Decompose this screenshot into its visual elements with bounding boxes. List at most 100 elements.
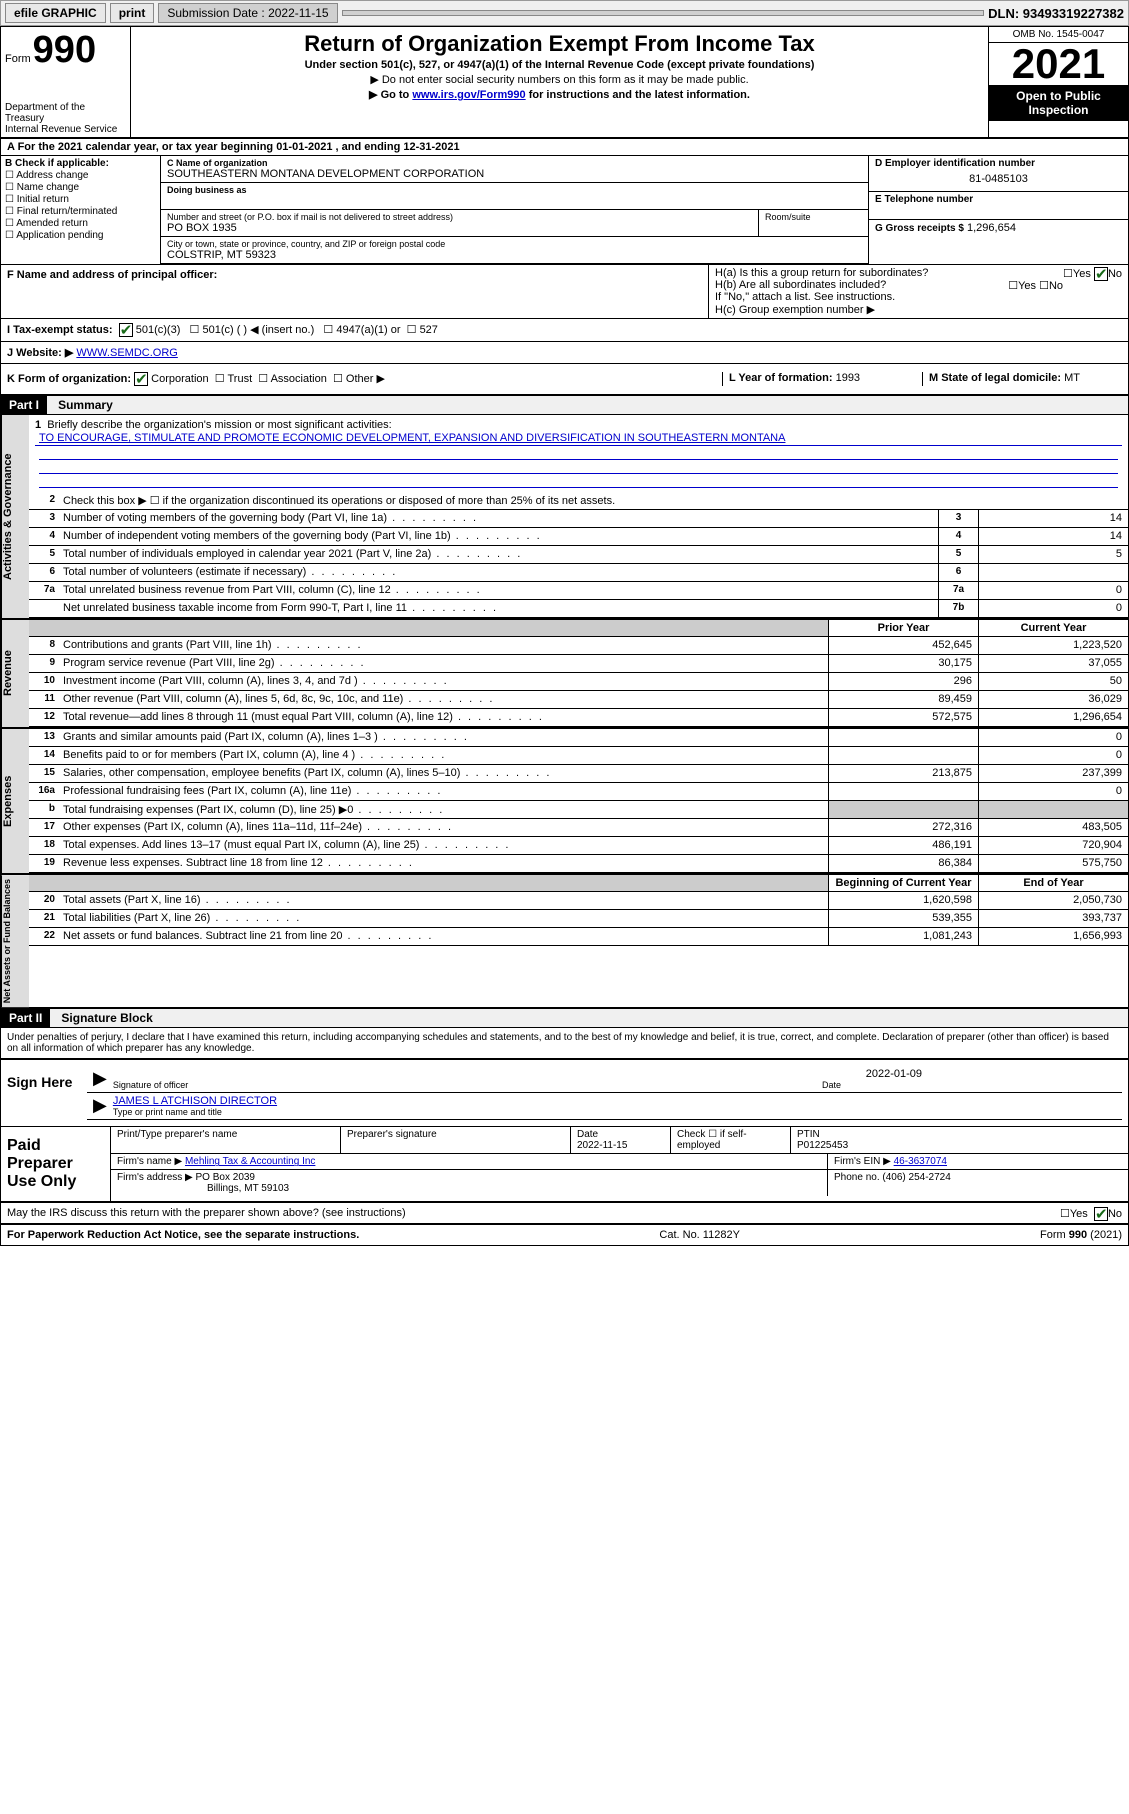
room-label: Room/suite bbox=[765, 212, 862, 222]
org-name: SOUTHEASTERN MONTANA DEVELOPMENT CORPORA… bbox=[167, 168, 862, 180]
check-final[interactable]: ☐ Final return/terminated bbox=[5, 206, 156, 217]
summary-line: 2Check this box ▶ ☐ if the organization … bbox=[29, 492, 1128, 510]
addr-value: PO BOX 1935 bbox=[167, 222, 752, 234]
prior-year-header: Prior Year bbox=[828, 620, 978, 636]
dba-label: Doing business as bbox=[167, 185, 862, 195]
summary-line: 18Total expenses. Add lines 13–17 (must … bbox=[29, 837, 1128, 855]
section-klm: K Form of organization: Corporation ☐ Tr… bbox=[1, 364, 1128, 396]
form-footer: Form 990 (2021) bbox=[1040, 1229, 1122, 1241]
summary-line: 19Revenue less expenses. Subtract line 1… bbox=[29, 855, 1128, 873]
summary-line: 14Benefits paid to or for members (Part … bbox=[29, 747, 1128, 765]
section-deg: D Employer identification number 81-0485… bbox=[868, 156, 1128, 264]
paperwork-notice: For Paperwork Reduction Act Notice, see … bbox=[7, 1229, 359, 1241]
ptin-value: P01225453 bbox=[797, 1140, 1122, 1151]
note-ssn: ▶ Do not enter social security numbers o… bbox=[139, 73, 980, 86]
begin-year-header: Beginning of Current Year bbox=[828, 875, 978, 891]
sign-here-label: Sign Here bbox=[1, 1060, 81, 1126]
501c3-check[interactable] bbox=[119, 323, 133, 337]
check-name[interactable]: ☐ Name change bbox=[5, 182, 156, 193]
date-label: Date bbox=[822, 1080, 1122, 1090]
summary-line: 12Total revenue—add lines 8 through 11 (… bbox=[29, 709, 1128, 727]
form-title: Return of Organization Exempt From Incom… bbox=[139, 31, 980, 57]
k-corp-check[interactable] bbox=[134, 372, 148, 386]
summary-line: 9Program service revenue (Part VIII, lin… bbox=[29, 655, 1128, 673]
section-fh: F Name and address of principal officer:… bbox=[1, 265, 1128, 319]
paid-preparer-label: Paid Preparer Use Only bbox=[1, 1127, 111, 1201]
firm-ein-label: Firm's EIN ▶ bbox=[834, 1156, 891, 1167]
summary-line: 5Total number of individuals employed in… bbox=[29, 546, 1128, 564]
spacer-field bbox=[342, 10, 985, 16]
tab-governance: Activities & Governance bbox=[1, 415, 29, 618]
check-pending[interactable]: ☐ Application pending bbox=[5, 230, 156, 241]
summary-line: 8Contributions and grants (Part VIII, li… bbox=[29, 637, 1128, 655]
summary-line: 3Number of voting members of the governi… bbox=[29, 510, 1128, 528]
website-link[interactable]: WWW.SEMDC.ORG bbox=[76, 347, 177, 359]
form-number: 990 bbox=[33, 29, 96, 72]
section-i: I Tax-exempt status: 501(c)(3) ☐ 501(c) … bbox=[1, 319, 1128, 342]
section-c-name: C Name of organization SOUTHEASTERN MONT… bbox=[161, 156, 868, 264]
may-irs-no[interactable] bbox=[1094, 1207, 1108, 1221]
check-amended[interactable]: ☐ Amended return bbox=[5, 218, 156, 229]
e-label: E Telephone number bbox=[875, 194, 1122, 205]
m-value: MT bbox=[1064, 372, 1080, 384]
type-name-label: Type or print name and title bbox=[113, 1107, 1122, 1117]
open-public-badge: Open to Public Inspection bbox=[989, 85, 1128, 121]
f-label: F Name and address of principal officer: bbox=[7, 269, 217, 281]
revenue-section: Revenue Prior Year Current Year 8Contrib… bbox=[1, 620, 1128, 729]
hb-line: H(b) Are all subordinates included? ☐Yes… bbox=[715, 279, 1122, 291]
part1-header-row: Part I Summary bbox=[1, 396, 1128, 415]
tab-net-assets: Net Assets or Fund Balances bbox=[1, 875, 29, 1007]
blank-1 bbox=[39, 446, 1118, 460]
summary-line: Net unrelated business taxable income fr… bbox=[29, 600, 1128, 618]
ha-no-check[interactable] bbox=[1094, 267, 1108, 281]
summary-line: 15Salaries, other compensation, employee… bbox=[29, 765, 1128, 783]
tax-year: 2021 bbox=[989, 43, 1128, 85]
part2-title: Signature Block bbox=[53, 1011, 152, 1025]
footer: For Paperwork Reduction Act Notice, see … bbox=[1, 1225, 1128, 1245]
form-prefix: Form bbox=[5, 53, 31, 65]
ein-value: 81-0485103 bbox=[875, 169, 1122, 189]
arrow-icon-2: ▶ bbox=[87, 1095, 113, 1117]
firm-ein[interactable]: 46-3637074 bbox=[894, 1156, 947, 1167]
g-value: 1,296,654 bbox=[967, 222, 1016, 234]
d-label: D Employer identification number bbox=[875, 158, 1122, 169]
calendar-year-line: A For the 2021 calendar year, or tax yea… bbox=[1, 139, 1128, 156]
part1-title: Summary bbox=[50, 398, 113, 412]
check-initial[interactable]: ☐ Initial return bbox=[5, 194, 156, 205]
efile-label: efile GRAPHIC bbox=[5, 3, 106, 23]
hb-note: If "No," attach a list. See instructions… bbox=[715, 291, 1122, 303]
phone-value: (406) 254-2724 bbox=[882, 1172, 950, 1183]
part1-badge: Part I bbox=[1, 396, 47, 414]
print-button[interactable]: print bbox=[110, 3, 155, 23]
city-value: COLSTRIP, MT 59323 bbox=[167, 249, 862, 261]
check-address[interactable]: ☐ Address change bbox=[5, 170, 156, 181]
summary-line: 20Total assets (Part X, line 16)1,620,59… bbox=[29, 892, 1128, 910]
form-number-cell: Form 990 Department of the Treasury Inte… bbox=[1, 27, 131, 137]
prep-date-label: Date bbox=[577, 1129, 664, 1140]
firm-name-label: Firm's name ▶ bbox=[117, 1156, 182, 1167]
i-label: I Tax-exempt status: bbox=[7, 324, 113, 336]
summary-line: 6Total number of volunteers (estimate if… bbox=[29, 564, 1128, 582]
arrow-icon: ▶ bbox=[87, 1068, 113, 1090]
blank-3 bbox=[39, 474, 1118, 488]
phone-label: Phone no. bbox=[834, 1172, 880, 1183]
l-label: L Year of formation: bbox=[729, 372, 833, 384]
section-j: J Website: ▶ WWW.SEMDC.ORG bbox=[1, 342, 1128, 364]
sig-officer-label: Signature of officer bbox=[113, 1080, 822, 1090]
blank-2 bbox=[39, 460, 1118, 474]
irs-label: Internal Revenue Service bbox=[5, 124, 126, 135]
irs-link[interactable]: www.irs.gov/Form990 bbox=[412, 89, 525, 101]
section-b-checks: B Check if applicable: ☐ Address change … bbox=[1, 156, 161, 264]
penalty-text: Under penalties of perjury, I declare th… bbox=[1, 1028, 1128, 1058]
officer-name[interactable]: JAMES L ATCHISON DIRECTOR bbox=[113, 1095, 277, 1107]
summary-line: 13Grants and similar amounts paid (Part … bbox=[29, 729, 1128, 747]
ptin-label: PTIN bbox=[797, 1129, 1122, 1140]
summary-line: 22Net assets or fund balances. Subtract … bbox=[29, 928, 1128, 946]
section-abc: B Check if applicable: ☐ Address change … bbox=[1, 156, 1128, 265]
paid-preparer-block: Paid Preparer Use Only Print/Type prepar… bbox=[1, 1127, 1128, 1203]
check-self-employed[interactable]: Check ☐ if self-employed bbox=[671, 1127, 791, 1153]
year-cell: OMB No. 1545-0047 2021 Open to Public In… bbox=[988, 27, 1128, 137]
firm-name[interactable]: Mehling Tax & Accounting Inc bbox=[185, 1156, 315, 1167]
dept-treasury: Department of the Treasury bbox=[5, 102, 126, 124]
summary-line: 7aTotal unrelated business revenue from … bbox=[29, 582, 1128, 600]
